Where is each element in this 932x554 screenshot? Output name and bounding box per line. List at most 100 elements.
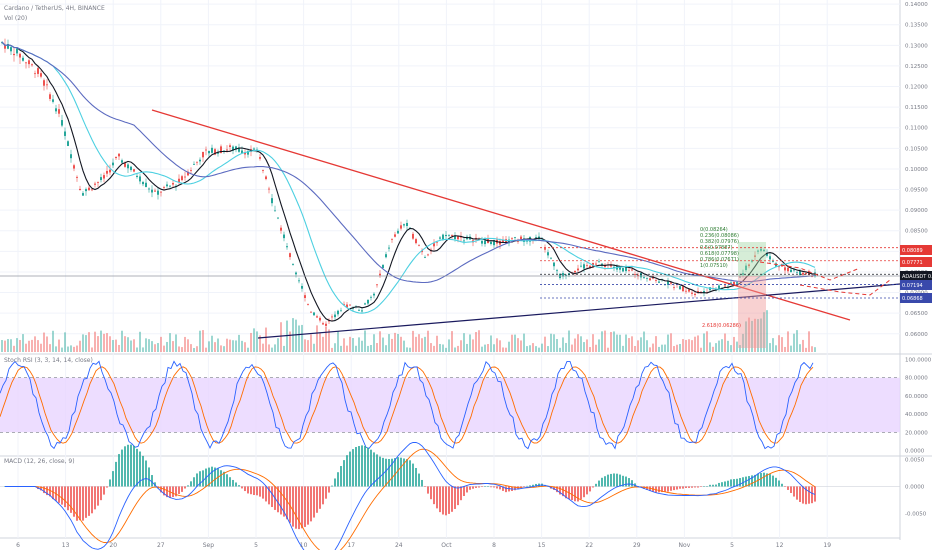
macd-hist-bar [451,486,453,512]
volume-bar [367,345,369,352]
stoch-tick-label: 60.0000 [905,394,928,400]
candle-body [259,157,261,159]
volume-bar [274,344,276,352]
macd-hist-bar [523,486,525,487]
volume-bar [736,341,738,352]
candle-body [562,273,564,277]
macd-hist-bar [739,478,741,487]
x-tick-label: 29 [633,542,641,549]
volume-bar [196,346,198,352]
macd-hist-bar [442,486,444,515]
volume-bar [754,318,756,352]
macd-hist-bar [499,486,501,490]
candle-body [46,84,48,86]
x-tick-label: 24 [395,542,403,549]
volume-bar [343,338,345,352]
y-tick-label: 0.09000 [905,208,928,214]
candle-body [199,159,201,162]
volume-bar [193,347,195,352]
macd-hist-bar [331,485,333,487]
volume-bar [610,332,612,352]
macd-hist-bar [466,486,468,493]
fib-label: 0.618(0.07798) [700,251,739,257]
macd-hist-bar [64,486,66,508]
volume-bar [718,340,720,352]
volume-bar [496,338,498,352]
candle-body [670,282,672,284]
candle-body [328,320,330,322]
volume-bar [361,340,363,352]
candle-body [214,149,216,155]
volume-bar [583,342,585,352]
volume-bar [235,340,237,352]
macd-hist-bar [376,454,378,487]
macd-hist-bar [283,486,285,517]
macd-hist-bar [733,479,735,487]
macd-hist-bar [628,478,630,487]
volume-bar [277,338,279,352]
macd-hist-bar [811,486,813,504]
volume-bar [223,346,225,352]
candle-body [289,253,291,258]
candle-body [79,188,81,191]
volume-bar [577,334,579,352]
macd-title: MACD (12, 26, close, 9) [4,458,75,465]
volume-bar [802,339,804,352]
macd-hist-bar [721,482,723,487]
candle-body [271,198,273,204]
volume-bar [559,347,561,352]
x-tick-label: 12 [776,542,784,549]
macd-hist-bar [439,486,441,513]
volume-bar [151,341,153,352]
volume-bar [691,340,693,352]
volume-bar [358,337,360,352]
volume-bar [775,345,777,352]
macd-hist-bar [172,486,174,498]
volume-bar [412,330,414,352]
volume-bar [703,333,705,352]
volume-bar [67,346,69,352]
candle-body [394,234,396,237]
volume-bar [742,333,744,352]
macd-hist-bar [580,486,582,500]
macd-hist-bar [361,445,363,487]
candle-body [325,323,327,326]
volume-bar [448,339,450,352]
candle-body [646,277,648,279]
volume-bar [85,335,87,352]
candle-body [340,310,342,312]
candle-body [403,224,405,226]
volume-bar [805,347,807,352]
candle-body [40,73,42,77]
candle-body [67,141,69,146]
candle-body [49,94,51,99]
candle-body [118,153,120,157]
fib-label: 1(0.07510) [700,263,728,269]
volume-bar [682,339,684,352]
candle-body [574,270,576,273]
macd-hist-bar [94,486,96,510]
volume-bar [580,336,582,352]
macd-hist-bar [286,486,288,520]
macd-hist-bar [799,486,801,503]
volume-bar [706,331,708,352]
volume-bar [55,346,57,352]
candle-body [523,238,525,242]
volume-bar [388,334,390,352]
macd-hist-bar [208,467,210,487]
macd-hist-bar [241,486,243,489]
candle-body [640,272,642,278]
volume-bar [427,330,429,352]
candle-body [505,239,507,244]
candle-body [121,160,123,163]
macd-hist-bar [631,480,633,487]
x-tick-label: 6 [16,542,20,549]
macd-hist-bar [520,486,522,489]
macd-hist-bar [133,445,135,487]
y-tick-label: 0.10500 [905,146,928,152]
volume-bar [769,343,771,352]
volume-bar [793,333,795,352]
macd-hist-bar [778,480,780,487]
volume-bar [355,345,357,352]
macd-hist-bar [664,486,666,492]
